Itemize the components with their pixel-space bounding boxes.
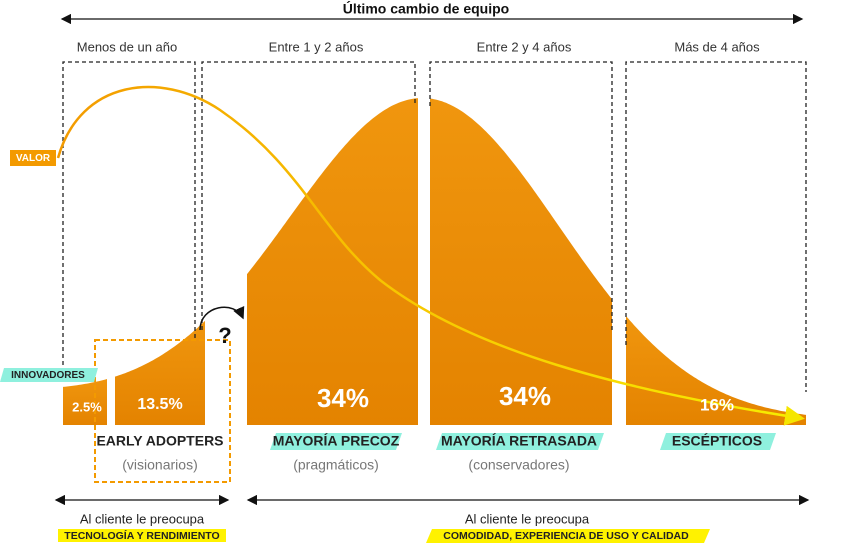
highlight-bg: [426, 529, 710, 543]
curve-segment: [430, 98, 612, 425]
percent: 13.5%: [137, 396, 182, 413]
period-box: [429, 61, 613, 330]
period: Entre 2 y 4 años: [477, 39, 572, 54]
percent: 34%: [499, 381, 551, 411]
title-bg: [322, 2, 530, 17]
value-label: VALOR: [16, 153, 51, 164]
title: Último cambio de equipo: [343, 0, 509, 17]
period: Entre 1 y 2 años: [269, 39, 364, 54]
tag-bg: [0, 368, 98, 382]
curve-segment: [247, 98, 418, 425]
segment-sublabel: (pragmáticos): [293, 457, 379, 473]
period-box: [625, 61, 807, 392]
highlight-bg: [58, 529, 226, 542]
footer-text: Al cliente le preocupa: [80, 511, 205, 526]
percent: 2.5%: [72, 399, 102, 414]
segment-sublabel: (conservadores): [468, 457, 569, 473]
curve-segment: [115, 320, 205, 425]
footer-text: Al cliente le preocupa: [465, 511, 590, 526]
segment-sublabel: (visionarios): [122, 457, 197, 473]
bell-curve: [63, 98, 806, 425]
segment-label: MAYORÍA PRECOZ: [273, 433, 400, 449]
footer-highlight: TECNOLOGÍA Y RENDIMIENTO: [64, 529, 219, 542]
percent: 16%: [700, 395, 734, 414]
tag-bg: [270, 433, 402, 450]
period-box: [62, 61, 196, 372]
curve-segment: [626, 316, 806, 425]
footer-highlight: COMODIDAD, EXPERIENCIA DE USO Y CALIDAD: [443, 530, 689, 542]
innovators-label: INNOVADORES: [11, 370, 85, 381]
period: Más de 4 años: [674, 39, 760, 54]
highlight-box: [94, 339, 231, 483]
tag-bg: [436, 433, 604, 450]
percent: 34%: [317, 383, 369, 413]
segment-label: EARLY ADOPTERS: [96, 433, 223, 449]
value-tag: [10, 150, 56, 166]
segment-label: ESCÉPTICOS: [672, 433, 762, 449]
period-box: [201, 61, 416, 330]
value-curve: [56, 85, 805, 426]
period: Menos de un año: [77, 39, 177, 54]
tag-bg: [660, 433, 776, 450]
arrow: [199, 305, 245, 331]
segment-label: MAYORÍA RETRASADA: [441, 433, 597, 449]
question-mark: ?: [218, 323, 231, 348]
